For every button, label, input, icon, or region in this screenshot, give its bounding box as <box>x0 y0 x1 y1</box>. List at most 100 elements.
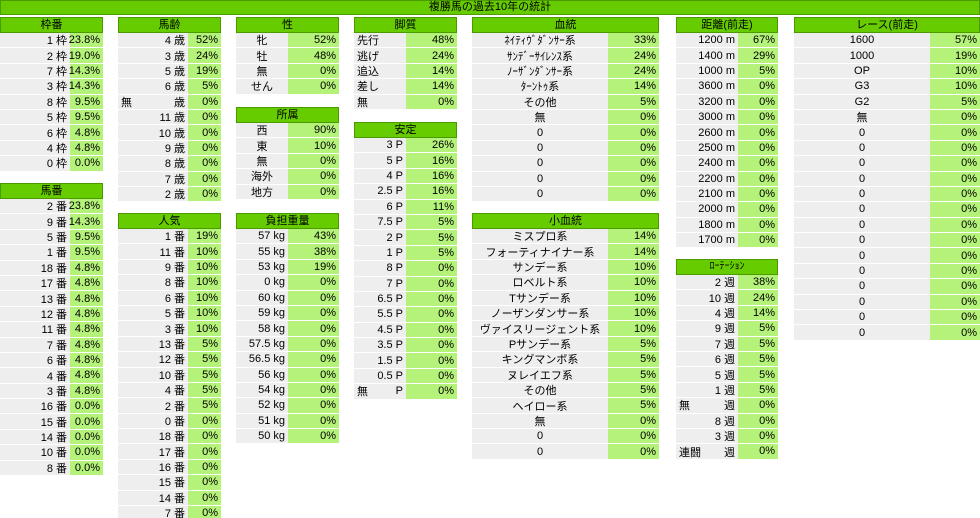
row-label: 2.5 P <box>354 184 406 199</box>
row-label: 10 番 <box>0 445 70 460</box>
row-value: 10% <box>608 275 659 290</box>
row-value: 0% <box>406 368 457 384</box>
row-value: 5% <box>608 94 659 109</box>
row-label: 0 <box>472 125 608 140</box>
row-label: 0 <box>794 233 930 248</box>
row-value: 0.0% <box>70 429 103 445</box>
row-value: 9.5% <box>70 229 103 245</box>
table-row: 5.5 P 0% <box>354 307 457 323</box>
table-row: 56.5 kg 0% <box>236 352 339 368</box>
row-value: 0% <box>288 429 339 444</box>
row-value: 5% <box>738 382 778 398</box>
row-label: 無歳 <box>118 94 188 109</box>
table-row: サンデー系 10% <box>472 259 659 276</box>
row-label: 2 歳 <box>118 186 188 202</box>
table-row: 18 番 0% <box>118 429 221 445</box>
row-value: 5% <box>608 398 659 413</box>
table-row: 53 kg 19% <box>236 259 339 276</box>
row-value: 5% <box>738 336 778 351</box>
table-row: 0 kg 0% <box>236 275 339 291</box>
row-value: 14% <box>608 79 659 94</box>
row-label: 0 <box>794 156 930 171</box>
row-value: 0% <box>930 156 980 171</box>
table-row: 6.5 P 0% <box>354 291 457 308</box>
row-value: 9.5% <box>70 109 103 125</box>
table-row: 0 0% <box>472 156 659 172</box>
row-label: 0 <box>794 217 930 233</box>
row-value: 23.8% <box>69 33 103 48</box>
row-value: 5% <box>930 94 980 109</box>
row-value: 0% <box>288 367 339 382</box>
table-row: ﾉｰｻﾞﾝﾀﾞﾝｻｰ系 24% <box>472 63 659 80</box>
row-value: 0% <box>738 398 778 413</box>
table-row: 0 0% <box>794 217 980 234</box>
row-label: 東 <box>236 138 288 153</box>
table-row: 7 P 0% <box>354 276 457 292</box>
table-row: 牝 52% <box>236 33 339 49</box>
row-label: 57.5 kg <box>236 336 288 352</box>
row-value: 10% <box>608 321 659 336</box>
table-row: 9 番 10% <box>118 259 221 276</box>
row-label: 10 番 <box>118 367 188 382</box>
row-value: 0% <box>288 63 339 79</box>
table-row: 2 P 5% <box>354 230 457 246</box>
table-row: 8 番 0.0% <box>0 460 103 477</box>
row-label: 6.5 P <box>354 291 406 307</box>
row-value: 0% <box>188 94 221 109</box>
row-value: 23.8% <box>69 199 103 214</box>
row-value: 5% <box>608 352 659 367</box>
row-value: 0.0% <box>70 460 103 476</box>
row-value: 48% <box>406 33 457 48</box>
table-row: 逃げ 24% <box>354 48 457 64</box>
row-value: 0% <box>406 353 457 368</box>
row-value: 0% <box>288 184 339 199</box>
row-value: 5% <box>608 367 659 382</box>
row-label: 7 枠 <box>0 63 70 79</box>
row-value: 0% <box>288 290 339 305</box>
row-label: 1200 m <box>676 33 738 48</box>
table-row: 6 週 5% <box>676 351 778 368</box>
row-value: 10% <box>930 63 980 79</box>
table-row: 54 kg 0% <box>236 382 339 399</box>
row-label: 1 番 <box>118 229 188 244</box>
table-row: 無 0% <box>794 109 980 126</box>
row-label: 2400 m <box>676 156 738 171</box>
row-value: 0% <box>738 444 778 459</box>
row-label: その他 <box>472 382 608 398</box>
table-row: 17 番 4.8% <box>0 275 103 292</box>
row-label: 8 枠 <box>0 94 70 109</box>
table-row: 1600 57% <box>794 33 980 49</box>
row-value: 24% <box>608 63 659 79</box>
table-row: 3 番 10% <box>118 321 221 337</box>
row-value: 4.8% <box>70 125 103 140</box>
table-header: 負担重量 <box>236 213 339 229</box>
table-row: 2500 m 0% <box>676 140 778 157</box>
row-label: 4 番 <box>0 368 70 383</box>
row-label: 0 <box>472 429 608 444</box>
row-value: 52% <box>288 33 339 48</box>
table-race: レース(前走) 1600 57% 1000 19% OP 10% G3 10% G2 5% 無 0% 0 0… <box>794 17 980 341</box>
row-label: 60 kg <box>236 290 288 305</box>
table-row: 2 枠 19.0% <box>0 48 103 64</box>
row-value: 0.0% <box>70 156 103 171</box>
row-label: 0.5 P <box>354 368 406 384</box>
row-value: 5% <box>608 382 659 398</box>
table-header: ﾛｰﾃｰｼｮﾝ <box>676 259 778 275</box>
row-label: 0 <box>794 125 930 140</box>
row-label: 7 週 <box>676 336 738 351</box>
row-value: 0% <box>288 413 339 429</box>
row-value: 5% <box>738 367 778 382</box>
table-row: 2.5 P 16% <box>354 184 457 200</box>
row-value: 67% <box>738 33 778 48</box>
row-label: サンデー系 <box>472 259 608 275</box>
row-value: 5% <box>738 321 778 336</box>
row-label: ﾈｲﾃｨｳﾞﾀﾞﾝｻｰ系 <box>472 33 608 48</box>
row-value: 48% <box>288 48 339 63</box>
row-label: 無週 <box>676 398 738 413</box>
row-value: 0% <box>288 352 339 367</box>
row-value: 52% <box>188 33 221 48</box>
row-label: 8 歳 <box>118 156 188 171</box>
row-value: 14% <box>608 244 659 259</box>
row-value: 0% <box>930 310 980 325</box>
row-label: 50 kg <box>236 429 288 444</box>
